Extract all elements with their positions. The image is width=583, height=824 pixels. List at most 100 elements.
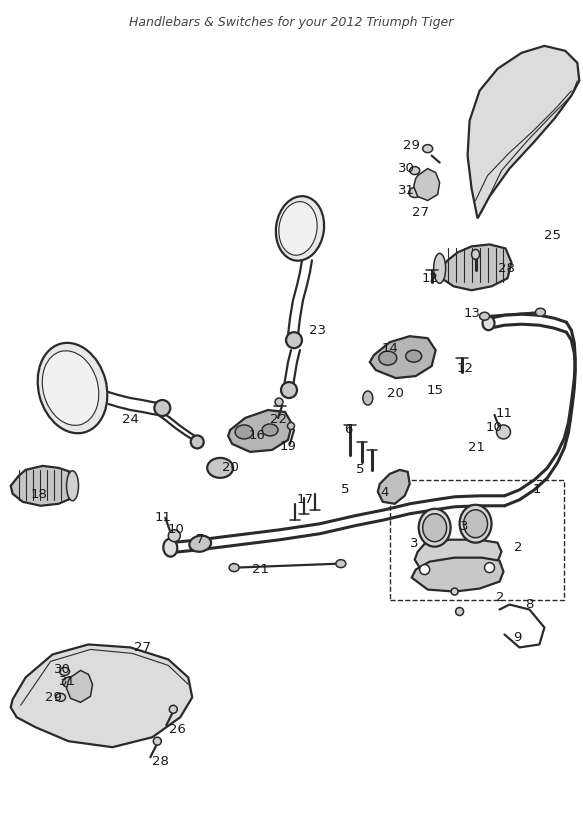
Polygon shape (10, 644, 192, 747)
Ellipse shape (262, 424, 278, 436)
Text: 12: 12 (456, 362, 473, 375)
Text: 18: 18 (30, 489, 47, 501)
Text: 24: 24 (122, 414, 139, 427)
Text: 3: 3 (461, 520, 469, 533)
Text: 28: 28 (498, 262, 515, 275)
Text: 11: 11 (155, 511, 172, 524)
Text: 5: 5 (340, 484, 349, 496)
Polygon shape (66, 671, 93, 702)
Ellipse shape (472, 250, 480, 260)
Ellipse shape (535, 308, 545, 316)
Text: 6: 6 (343, 424, 352, 437)
Ellipse shape (59, 667, 69, 676)
Ellipse shape (38, 343, 107, 433)
Text: 22: 22 (269, 414, 286, 427)
Ellipse shape (410, 166, 420, 175)
Polygon shape (412, 558, 504, 592)
Ellipse shape (235, 425, 253, 439)
Polygon shape (440, 245, 511, 290)
Text: Handlebars & Switches for your 2012 Triumph Tiger: Handlebars & Switches for your 2012 Triu… (129, 16, 454, 29)
Ellipse shape (62, 677, 75, 687)
Ellipse shape (169, 705, 177, 714)
Text: 15: 15 (426, 383, 443, 396)
Text: 4: 4 (381, 486, 389, 499)
Ellipse shape (420, 564, 430, 574)
Ellipse shape (463, 510, 487, 538)
Text: 16: 16 (248, 429, 265, 442)
Ellipse shape (497, 425, 511, 439)
Text: 20: 20 (387, 386, 404, 400)
Text: 21: 21 (468, 442, 485, 454)
Polygon shape (10, 466, 75, 506)
Text: 10: 10 (168, 523, 185, 536)
Ellipse shape (279, 202, 317, 255)
Text: 5: 5 (356, 463, 364, 476)
Ellipse shape (276, 196, 324, 260)
Text: 12: 12 (421, 272, 438, 285)
Ellipse shape (189, 536, 211, 552)
Text: 13: 13 (463, 307, 480, 320)
Ellipse shape (423, 513, 447, 541)
Ellipse shape (154, 400, 170, 416)
Ellipse shape (191, 435, 203, 448)
Ellipse shape (229, 564, 239, 572)
Text: 20: 20 (222, 461, 238, 475)
Ellipse shape (480, 312, 490, 321)
Text: 2: 2 (514, 541, 523, 555)
Text: 31: 31 (59, 675, 76, 688)
Text: 30: 30 (398, 162, 415, 175)
Ellipse shape (287, 423, 294, 429)
Text: 14: 14 (381, 342, 398, 354)
Text: 9: 9 (513, 631, 522, 644)
Text: 27: 27 (412, 206, 429, 219)
Text: 30: 30 (54, 662, 71, 676)
Ellipse shape (275, 398, 283, 406)
Text: 26: 26 (169, 723, 186, 736)
Text: 3: 3 (410, 537, 419, 550)
Text: 17: 17 (297, 494, 314, 506)
Ellipse shape (434, 253, 445, 283)
Ellipse shape (281, 382, 297, 398)
Text: 2: 2 (496, 591, 505, 604)
Text: 29: 29 (403, 139, 420, 152)
Text: 1: 1 (532, 484, 540, 496)
Ellipse shape (336, 559, 346, 568)
Ellipse shape (153, 737, 161, 745)
Ellipse shape (455, 607, 463, 616)
Bar (390, 480, 564, 600)
Text: 25: 25 (544, 229, 561, 242)
Ellipse shape (419, 508, 451, 546)
Text: 10: 10 (485, 421, 502, 434)
Text: 11: 11 (496, 408, 513, 420)
Ellipse shape (207, 458, 233, 478)
Polygon shape (370, 336, 436, 378)
Polygon shape (228, 410, 292, 452)
Text: 7: 7 (196, 533, 205, 546)
Ellipse shape (409, 188, 421, 198)
Text: 27: 27 (134, 641, 151, 654)
Polygon shape (415, 540, 501, 569)
Ellipse shape (163, 539, 177, 557)
Ellipse shape (483, 316, 494, 330)
Ellipse shape (363, 391, 373, 405)
Ellipse shape (66, 471, 79, 501)
Ellipse shape (55, 693, 65, 701)
Text: 19: 19 (280, 440, 296, 453)
Ellipse shape (168, 530, 180, 541)
Ellipse shape (423, 145, 433, 152)
Polygon shape (468, 46, 580, 218)
Text: 8: 8 (525, 598, 533, 611)
Text: 21: 21 (252, 563, 269, 576)
Ellipse shape (406, 350, 422, 362)
Ellipse shape (43, 351, 99, 425)
Ellipse shape (459, 505, 491, 543)
Text: 29: 29 (45, 691, 62, 704)
Ellipse shape (451, 588, 458, 595)
Ellipse shape (286, 332, 302, 349)
Text: 31: 31 (398, 184, 415, 197)
Polygon shape (414, 169, 440, 200)
Polygon shape (378, 470, 410, 503)
Ellipse shape (379, 351, 397, 365)
Ellipse shape (484, 563, 494, 573)
Text: 23: 23 (310, 324, 326, 337)
